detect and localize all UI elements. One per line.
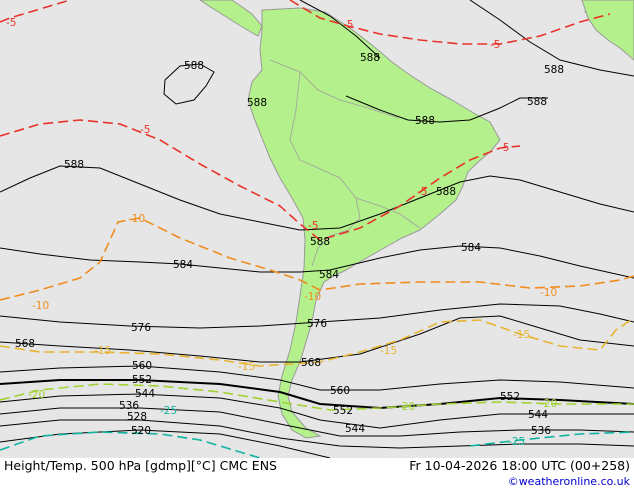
isotherm-minus20 (0, 383, 634, 411)
height-label: 588 (436, 186, 456, 198)
isotherm-minus25 (0, 431, 261, 458)
height-label: 588 (310, 236, 330, 248)
border-line (317, 167, 361, 237)
contour-544 (0, 393, 634, 429)
height-label: 588 (64, 159, 84, 171)
border-line (269, 59, 399, 119)
africa-landmass (581, 0, 634, 61)
height-label: 588 (527, 96, 547, 108)
height-label: 568 (15, 338, 35, 350)
height-label: 544 (528, 409, 548, 421)
temp-label: -10 (540, 287, 557, 299)
temp-label: -5 (499, 142, 509, 154)
temp-label: -20 (28, 389, 45, 401)
height-label: 588 (415, 115, 435, 127)
height-label: 528 (127, 411, 147, 423)
contour-560 (0, 365, 634, 391)
temp-label-layer: -5 -5 -5 -5 -5 -5 -5 -10 -10 -10 -10 -15… (6, 17, 557, 448)
height-label: 536 (531, 425, 551, 437)
land-layer (199, 0, 634, 439)
south-america-landmass (247, 7, 501, 439)
height-label: 588 (360, 52, 380, 64)
contour-536 (0, 407, 634, 437)
height-label: 584 (173, 259, 193, 271)
credit-link[interactable]: ©weatheronline.co.uk (507, 475, 630, 488)
temp-label: -15 (238, 361, 255, 373)
isotherm-minus25-east (469, 431, 634, 447)
height-label: 560 (132, 360, 152, 372)
contour-568 (0, 315, 634, 363)
height-label: 552 (333, 405, 353, 417)
height-label: 544 (345, 423, 365, 435)
height-label: 588 (544, 64, 564, 76)
contour-588-ne (469, 0, 634, 77)
height-label: 588 (184, 60, 204, 72)
central-america-landmass (199, 0, 263, 37)
contour-576 (0, 303, 634, 329)
map-canvas: 588 588 588 588 588 588 588 588 588 584 … (0, 0, 634, 458)
map-area: 588 588 588 588 588 588 588 588 588 584 … (0, 0, 634, 458)
height-label: 560 (330, 385, 350, 397)
chart-title: Height/Temp. 500 hPa [gdmp][°C] CMC ENS (4, 458, 277, 473)
temp-label: -10 (128, 213, 145, 225)
contour-588-coast (345, 95, 548, 123)
contour-584 (0, 245, 634, 279)
temp-label: -5 (343, 19, 353, 31)
isotherm-minus5-north (0, 0, 71, 23)
height-contours (0, 0, 634, 458)
temp-label: -10 (32, 300, 49, 312)
contour-552 (0, 379, 634, 410)
height-label: 536 (119, 400, 139, 412)
temp-label: -25 (508, 436, 525, 448)
height-label: 584 (461, 242, 481, 254)
height-label: 568 (301, 357, 321, 369)
height-label: 576 (307, 318, 327, 330)
isotherm-minus10 (0, 217, 634, 301)
height-label: 552 (500, 391, 520, 403)
isotherm-minus15 (0, 317, 634, 367)
temp-label: -15 (380, 345, 397, 357)
height-label: 576 (131, 322, 151, 334)
temp-label: -5 (6, 17, 16, 29)
map-footer: Height/Temp. 500 hPa [gdmp][°C] CMC ENS … (0, 458, 634, 490)
height-label-layer: 588 588 588 588 588 588 588 588 588 584 … (15, 52, 564, 437)
temp-label: -5 (308, 220, 318, 232)
isotherm-minus5-mid (0, 119, 521, 241)
temp-label: -5 (490, 39, 500, 51)
contour-588-north (299, 0, 381, 59)
height-label: 544 (135, 388, 155, 400)
height-label: 552 (132, 374, 152, 386)
border-line (289, 71, 319, 169)
contour-588-main (0, 165, 634, 231)
temp-label: -25 (160, 405, 177, 417)
height-label: 520 (131, 425, 151, 437)
temp-label: -5 (140, 124, 150, 136)
temp-label: -5 (417, 186, 427, 198)
contour-588-island (163, 63, 215, 105)
height-label: 584 (319, 269, 339, 281)
temp-label: -10 (304, 291, 321, 303)
valid-time: Fr 10-04-2026 18:00 UTC (00+258) (409, 458, 630, 473)
temp-label: -15 (94, 345, 111, 357)
height-label: 588 (247, 97, 267, 109)
contour-528 (0, 419, 634, 449)
isotherm-minus5-ne (289, 0, 611, 45)
temperature-isotherms (0, 0, 634, 458)
temp-label: -20 (540, 398, 557, 410)
temp-label: -20 (398, 401, 415, 413)
border-line (311, 235, 331, 267)
temp-label: -15 (513, 329, 530, 341)
